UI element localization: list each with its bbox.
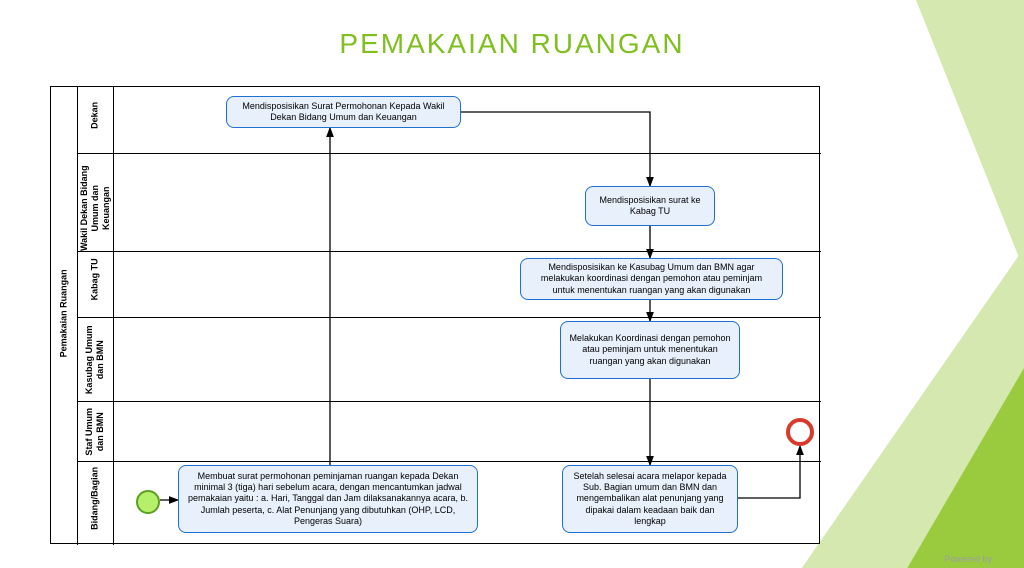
footer-text: Powered by [944, 554, 992, 564]
lane-title-bidang: Bidang/Bagian [90, 459, 101, 537]
start-event [136, 490, 160, 514]
end-event [786, 418, 814, 446]
node-n6: Setelah selesai acara melapor kepada Sub… [562, 465, 738, 533]
node-n2: Mendisposisikan surat ke Kabag TU [585, 186, 715, 226]
node-n3: Mendisposisikan ke Kasubag Umum dan BMN … [520, 258, 783, 300]
node-n5: Membuat surat permohonan peminjaman ruan… [178, 465, 478, 533]
deco-triangle-1 [904, 0, 1024, 270]
page-title: PEMAKAIAN RUANGAN [0, 28, 1024, 60]
lane-title-staf: Staf Umum dan BMN [84, 405, 106, 459]
node-n4: Melakukan Koordinasi dengan pemohon atau… [560, 321, 740, 379]
lane-title-dekan: Dekan [90, 85, 101, 145]
lane-title-kasub: Kasubag Umum dan BMN [84, 321, 106, 399]
pool-title: Pemakaian Ruangan [59, 233, 70, 393]
lane-title-wakil: Wakil Dekan Bidang Umum dan Keuangan [79, 162, 111, 254]
lane-title-kabag: Kabag TU [90, 249, 101, 309]
node-n1: Mendisposisikan Surat Permohonan Kepada … [226, 96, 461, 128]
deco-triangle-3 [884, 368, 1024, 568]
